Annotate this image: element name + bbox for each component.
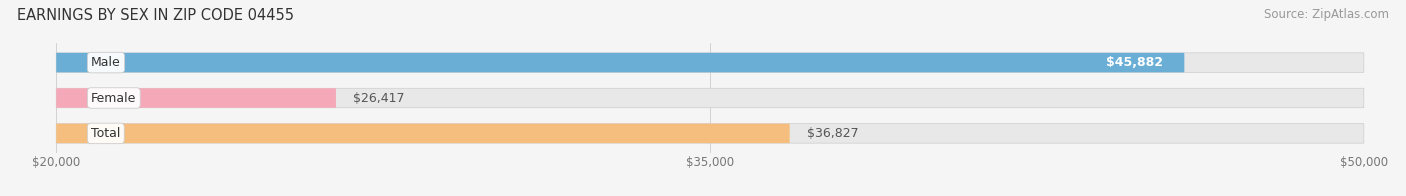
Text: EARNINGS BY SEX IN ZIP CODE 04455: EARNINGS BY SEX IN ZIP CODE 04455 — [17, 8, 294, 23]
Text: Source: ZipAtlas.com: Source: ZipAtlas.com — [1264, 8, 1389, 21]
Text: $45,882: $45,882 — [1105, 56, 1163, 69]
Text: Total: Total — [91, 127, 121, 140]
FancyBboxPatch shape — [56, 124, 790, 143]
FancyBboxPatch shape — [56, 53, 1184, 72]
Text: Male: Male — [91, 56, 121, 69]
FancyBboxPatch shape — [56, 88, 336, 108]
Text: $36,827: $36,827 — [807, 127, 859, 140]
Text: $26,417: $26,417 — [353, 92, 405, 104]
FancyBboxPatch shape — [56, 88, 1364, 108]
FancyBboxPatch shape — [56, 53, 1364, 72]
Text: Female: Female — [91, 92, 136, 104]
FancyBboxPatch shape — [56, 124, 1364, 143]
